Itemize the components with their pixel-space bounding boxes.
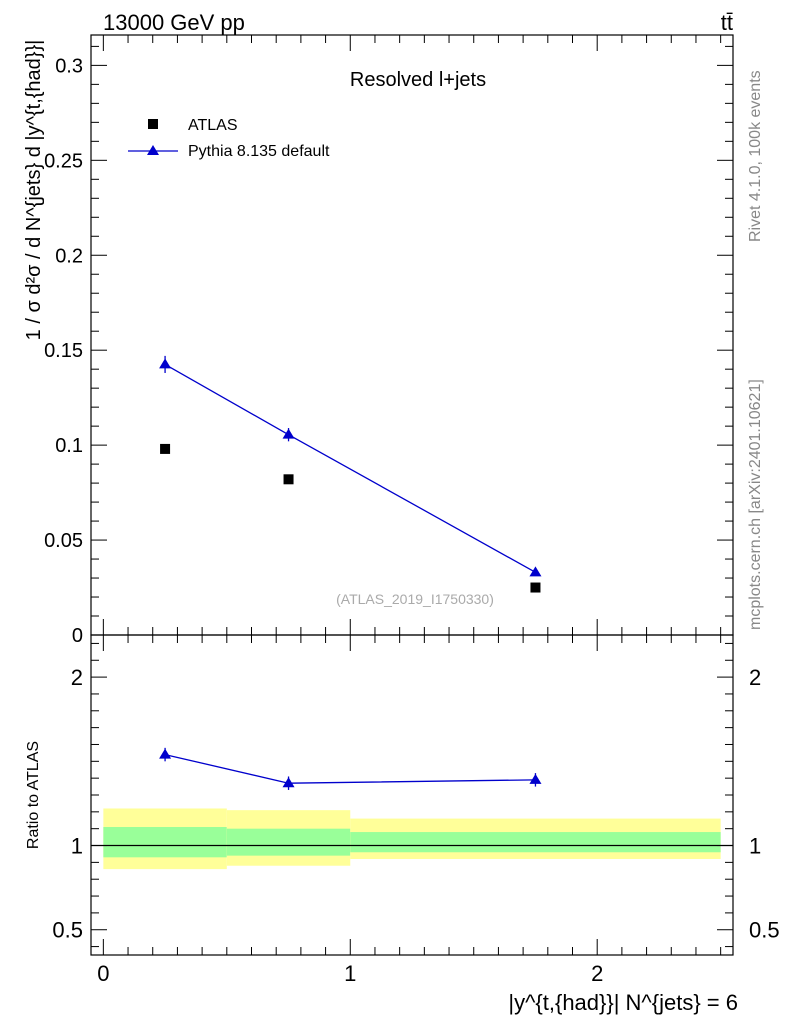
y-tick-label: 0.3 — [55, 55, 83, 77]
ratio-ylabel: Ratio to ATLAS — [25, 741, 42, 849]
atlas-point — [530, 582, 541, 593]
y-tick-label: 0.25 — [44, 150, 83, 172]
ratio-pythia-point — [529, 773, 542, 784]
mcplots-label: mcplots.cern.ch [arXiv:2401.10621] — [747, 379, 764, 630]
watermark: (ATLAS_2019_I1750330) — [336, 591, 494, 607]
pythia-point — [159, 358, 172, 369]
legend-pythia-marker — [147, 145, 159, 155]
pythia-point — [282, 428, 295, 439]
ratio-xlabel: |y^{t,{had}}| N^{jets} = 6 — [508, 990, 738, 1015]
rivet-version-label: Rivet 4.1.0, 100k events — [747, 70, 764, 242]
atlas-point — [283, 474, 294, 485]
ratio-y-tick-label-right: 2 — [749, 665, 761, 690]
pythia-point — [529, 566, 542, 577]
x-tick-label: 0 — [97, 961, 109, 986]
y-tick-label: 0.2 — [55, 245, 83, 267]
legend-pythia-label: Pythia 8.135 default — [188, 143, 330, 160]
ratio-pythia-line — [164, 753, 536, 784]
ratio-y-tick-label: 1 — [71, 834, 83, 859]
main-ylabel: 1 / σ d²σ / d N^{jets} d |y^{t,{had}}| — [23, 40, 45, 341]
y-tick-label: 0.1 — [55, 435, 83, 457]
header-process-label: tt̄ — [721, 10, 733, 35]
uncertainty-band-green — [103, 827, 227, 858]
x-tick-label: 2 — [591, 961, 603, 986]
pythia-series-line — [164, 363, 536, 573]
ratio-pythia-point — [282, 777, 295, 788]
ratio-y-tick-label-right: 1 — [749, 834, 761, 859]
y-tick-label: 0.05 — [44, 530, 83, 552]
x-tick-label: 1 — [344, 961, 356, 986]
ratio-frame — [90, 634, 734, 956]
legend-atlas-label: ATLAS — [188, 117, 238, 134]
header-energy-label: 13000 GeV pp — [103, 10, 245, 35]
ratio-y-tick-label: 2 — [71, 665, 83, 690]
y-tick-label: 0.15 — [44, 340, 83, 362]
y-tick-label: 0 — [72, 625, 83, 647]
legend: ATLAS Pythia 8.135 default — [128, 117, 330, 160]
ratio-y-tick-label: 0.5 — [52, 918, 83, 943]
ratio-panel: 0.5 0.5 1 1 2 2 0 1 2 Ratio to ATLAS |y^{t,{had}… — [25, 634, 780, 1015]
ratio-pythia-point — [159, 748, 172, 759]
main-title: Resolved l+jets — [350, 69, 486, 91]
uncertainty-band-green — [350, 832, 721, 853]
ratio-y-tick-label-right: 0.5 — [749, 918, 780, 943]
main-panel: Resolved l+jets (ATLAS_2019_I1750330) 1 … — [23, 34, 734, 647]
legend-atlas-marker — [148, 119, 158, 129]
uncertainty-band-green — [226, 828, 351, 856]
atlas-point — [160, 443, 171, 454]
